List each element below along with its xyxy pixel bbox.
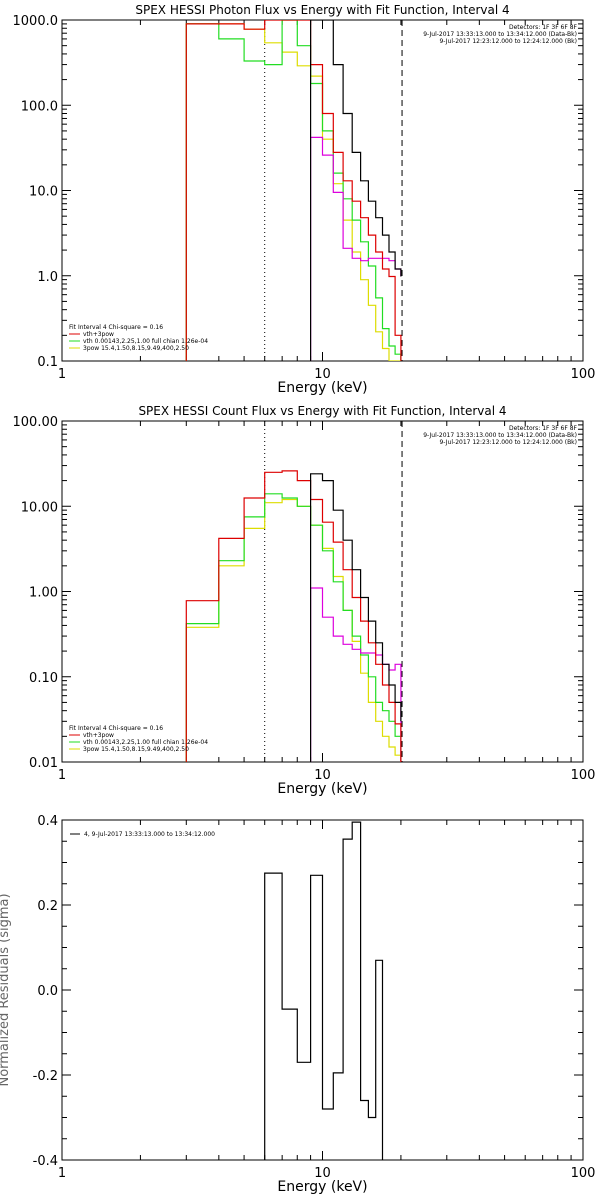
plot-area	[185, 421, 403, 762]
x-tick-label: 1	[58, 1166, 66, 1181]
y-tick-label: 10.0	[29, 185, 58, 200]
y-tick-label: 1.00	[29, 586, 58, 601]
series-fit-total	[185, 20, 402, 361]
legend-entry: vth 0.00143,2.25,1.00 full chian 1.26e-0…	[83, 338, 208, 345]
x-tick-label: 10	[314, 367, 331, 382]
series-background-counts	[310, 587, 402, 762]
info-line: Detectors: 1F 3F 6F 8F	[509, 425, 578, 432]
y-tick-label: 0.1	[37, 355, 58, 370]
legend-entry: 3pow 15.4,1.50,8.15,9.49,400,2.50	[83, 345, 189, 352]
y-axis-label: Normalized Residuals (sigma)	[0, 893, 12, 1086]
info-line: Detectors: 1F 3F 6F 8F	[509, 24, 578, 31]
y-tick-label: 0.01	[29, 756, 58, 771]
legend-entry: 4, 9-Jul-2017 13:33:13.000 to 13:34:12.0…	[84, 831, 215, 838]
info-line: 9-Jul-2017 12:23:12.000 to 12:24:12.000 …	[439, 439, 577, 446]
x-axis-ticks	[61, 820, 572, 1160]
legend-entry: vth 0.00143,2.25,1.00 full chian 1.26e-0…	[83, 739, 208, 746]
chart-residuals: 1 10 100 Energy (keV) -0.4 -0.2 0.0 0.2 0.4 Norma…	[0, 814, 595, 1195]
series-data-minus-bk	[310, 473, 402, 762]
residual-histogram	[264, 821, 384, 1160]
plot-area	[264, 821, 384, 1160]
x-axis-label: Energy (keV)	[277, 781, 367, 797]
chart-count: SPEX HESSI Count Flux vs Energy with Fit…	[13, 404, 596, 797]
chart-photon: SPEX HESSI Photon Flux vs Energy with Fi…	[13, 3, 596, 396]
y-tick-label: 1.0	[37, 270, 58, 285]
x-tick-label: 100	[571, 367, 596, 382]
series-background-counts	[310, 136, 402, 361]
series-fit-total	[185, 470, 402, 762]
y-tick-label: -0.2	[33, 1069, 58, 1084]
y-tick-label: 1000.0	[13, 14, 59, 29]
legend-entry: 3pow 15.4,1.50,8.15,9.49,400,2.50	[83, 746, 189, 753]
x-tick-label: 10	[314, 1166, 331, 1181]
legend-entry: vth+3pow	[83, 732, 114, 739]
series-fit-vth	[185, 20, 402, 361]
y-tick-label: 0.0	[37, 984, 58, 999]
legend-header: Fit Interval 4 Chi-square = 0.16	[69, 725, 163, 732]
x-tick-label: 100	[571, 768, 596, 783]
x-tick-label: 1	[58, 768, 66, 783]
series-fit-vth	[185, 493, 402, 762]
info-line: 9-Jul-2017 13:33:13.000 to 13:34:12.000 …	[423, 432, 577, 439]
y-axis-ticks	[62, 819, 583, 1161]
y-tick-label: 0.4	[37, 814, 58, 829]
x-tick-label: 1	[58, 367, 66, 382]
info-line: 9-Jul-2017 12:23:12.000 to 12:24:12.000 …	[439, 38, 577, 45]
y-tick-label: 0.2	[37, 899, 58, 914]
x-tick-label: 100	[571, 1166, 596, 1181]
y-tick-label: 10.00	[21, 500, 58, 515]
chart-title: SPEX HESSI Count Flux vs Energy with Fit…	[138, 404, 506, 418]
y-tick-label: 100.0	[21, 99, 58, 114]
legend-header: Fit Interval 4 Chi-square = 0.16	[69, 324, 163, 331]
x-axis-label: Energy (keV)	[277, 1179, 367, 1195]
y-axis-ticks	[62, 19, 583, 362]
x-tick-label: 10	[314, 768, 331, 783]
x-axis-label: Energy (keV)	[277, 380, 367, 396]
x-axis-ticks	[61, 20, 572, 361]
chart-title: SPEX HESSI Photon Flux vs Energy with Fi…	[135, 3, 509, 17]
y-tick-label: 100.00	[13, 415, 59, 430]
series-fit-3pow	[185, 498, 402, 762]
series-data-minus-bk	[310, 20, 402, 361]
y-tick-label: -0.4	[33, 1154, 58, 1169]
legend-entry: vth+3pow	[83, 331, 114, 338]
y-axis-ticks	[62, 420, 583, 763]
x-axis-ticks	[61, 421, 572, 762]
info-line: 9-Jul-2017 13:33:13.000 to 13:34:12.000 …	[423, 31, 577, 38]
y-tick-label: 0.10	[29, 671, 58, 686]
plot-area	[185, 20, 403, 361]
